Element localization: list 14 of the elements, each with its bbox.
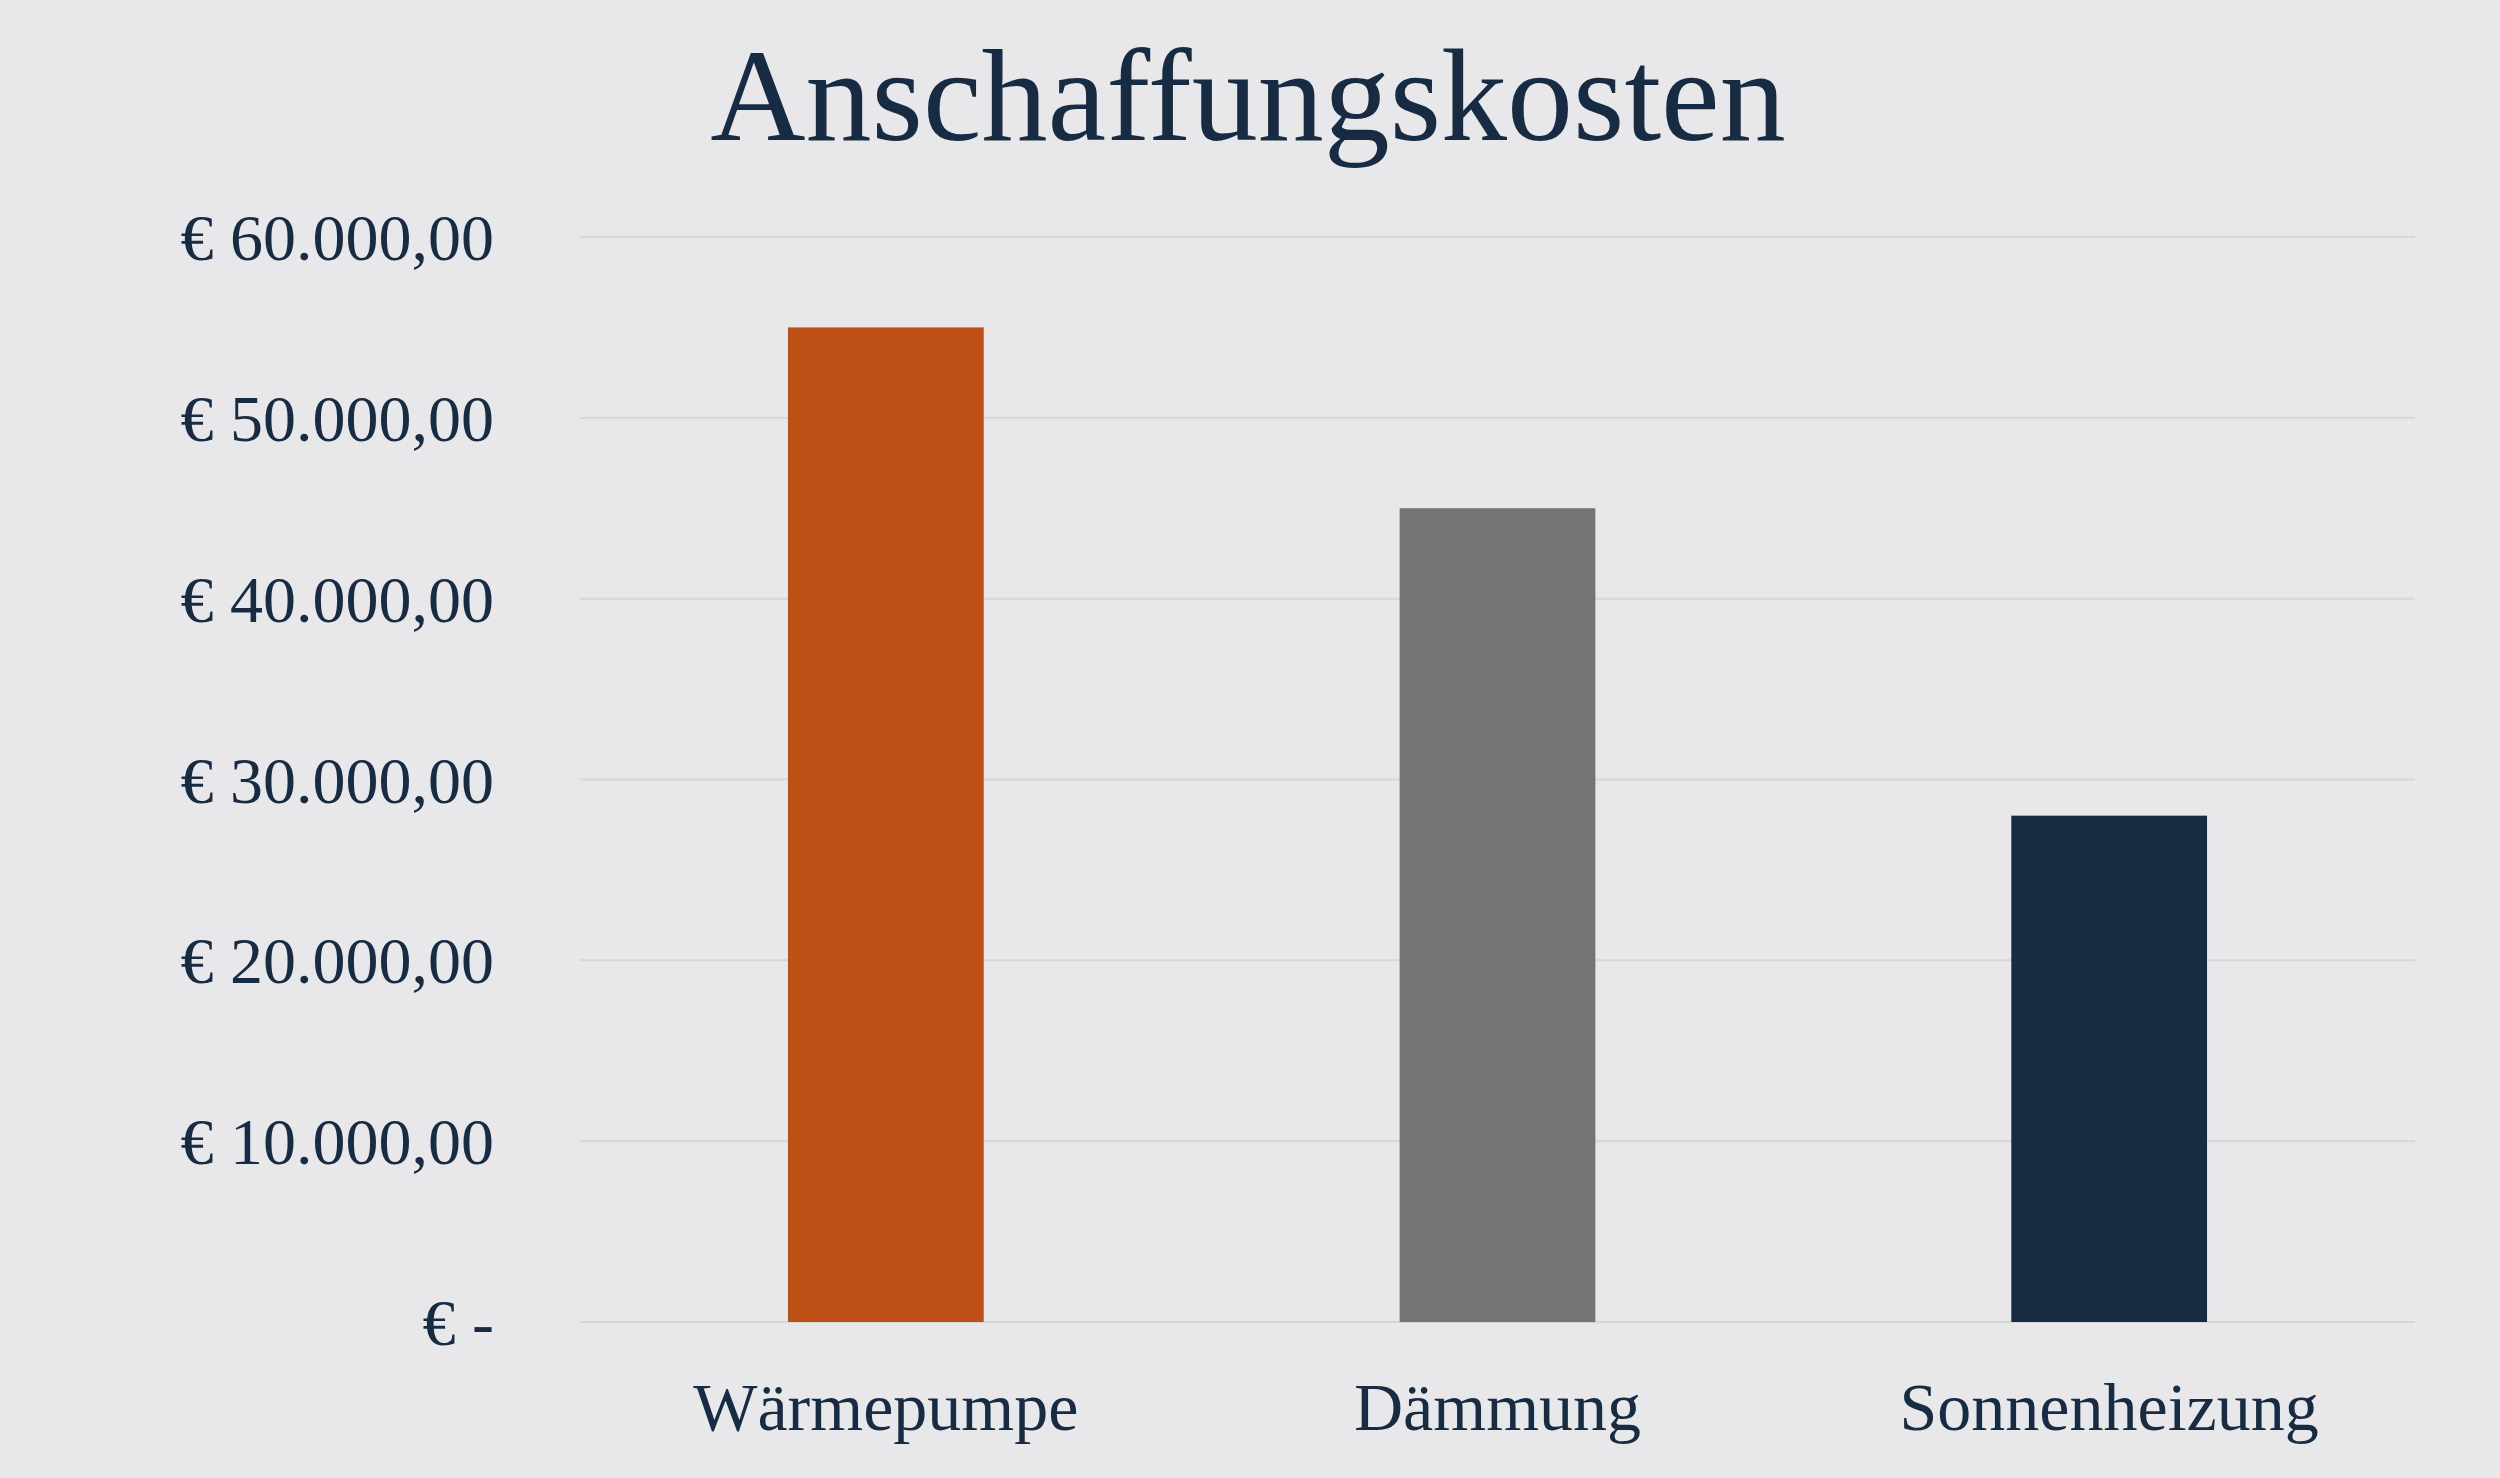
bar: [1399, 508, 1596, 1322]
bar: [2011, 815, 2208, 1322]
y-tick-label: € 30.000,00: [180, 743, 494, 817]
y-tick-label: € 20.000,00: [180, 924, 494, 998]
bar: [787, 327, 984, 1322]
y-tick-label: € -: [422, 1286, 494, 1360]
y-tick-label: € 40.000,00: [180, 562, 494, 636]
y-tick-label: € 10.000,00: [180, 1105, 494, 1179]
x-tick-label: Dämmung: [1353, 1369, 1642, 1445]
y-tick-label: € 60.000,00: [180, 201, 494, 275]
x-tick-label: Sonnenheizung: [1899, 1369, 2319, 1445]
y-tick-label: € 50.000,00: [180, 381, 494, 455]
x-tick-label: Wärmepumpe: [693, 1369, 1079, 1445]
chart-title: Anschaffungskosten: [710, 22, 1786, 169]
